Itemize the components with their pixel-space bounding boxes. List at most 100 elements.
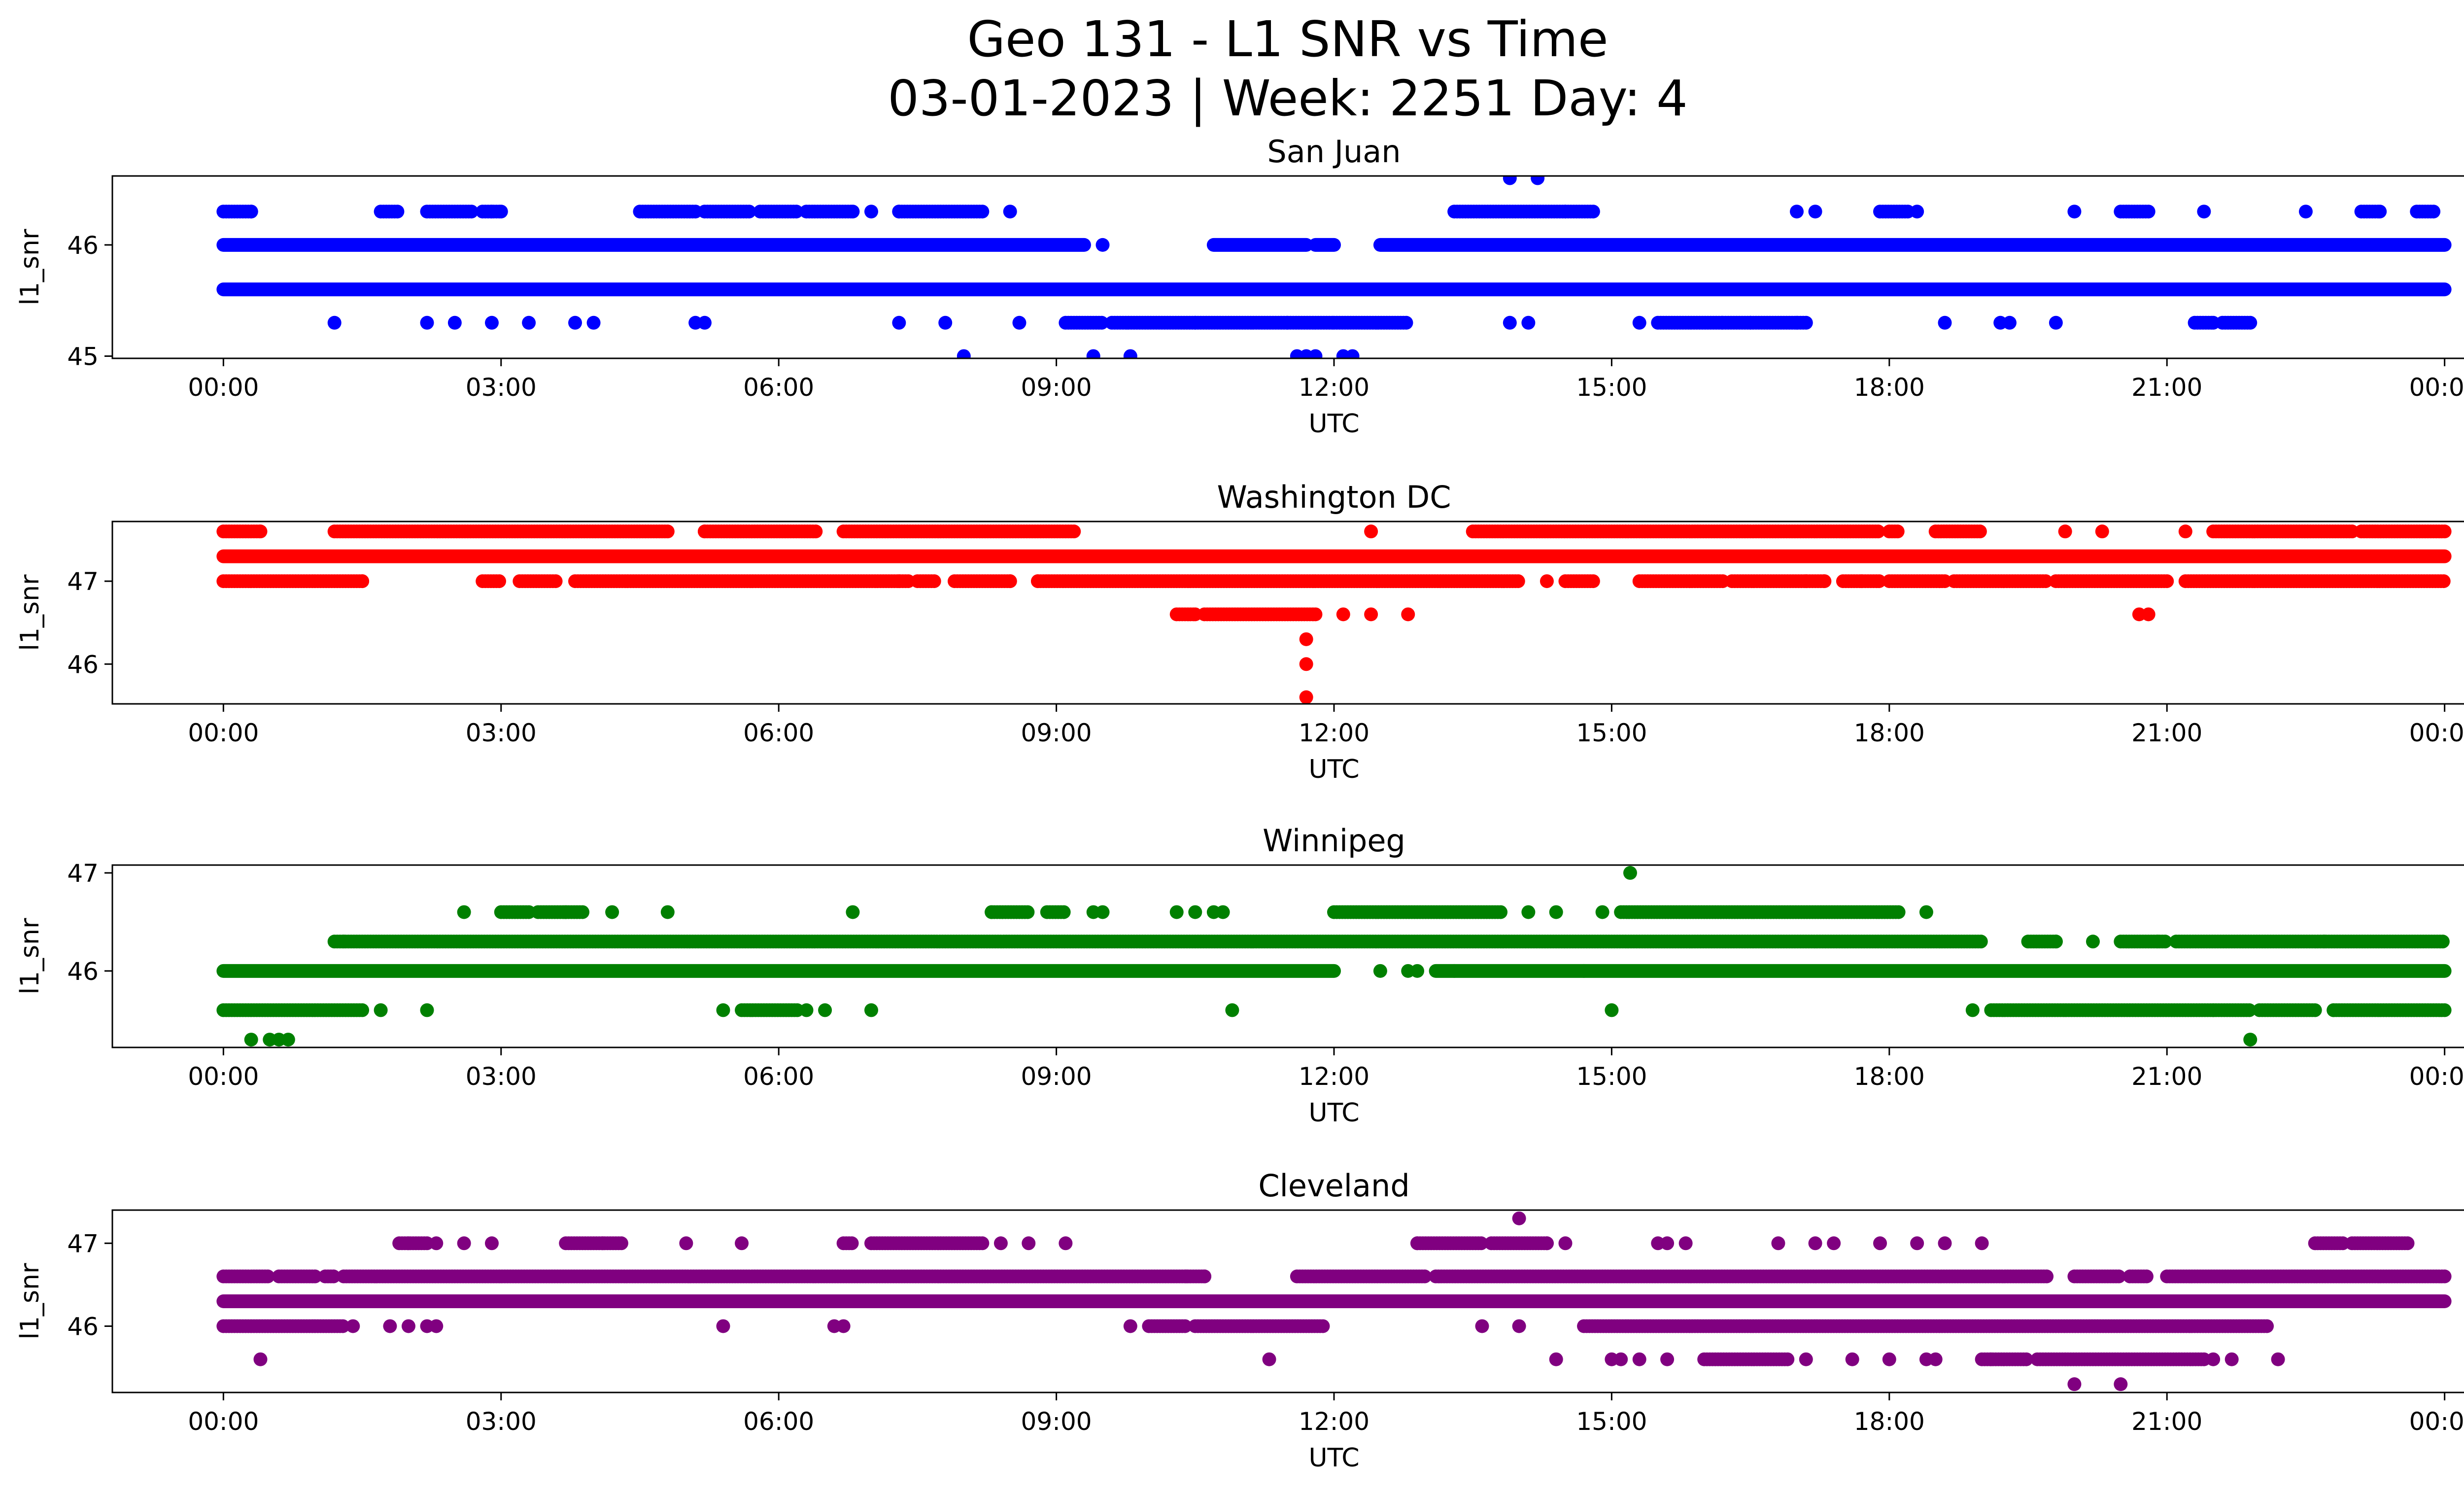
data-point	[679, 1236, 693, 1251]
data-point	[1299, 690, 1313, 704]
x-tick-label: 15:00	[1576, 1407, 1647, 1436]
data-point	[253, 1352, 268, 1366]
data-point	[1558, 205, 1573, 219]
series-points-san-juan	[216, 176, 2452, 358]
data-point	[2151, 935, 2165, 949]
data-point	[2019, 1352, 2033, 1366]
data-point	[1410, 1236, 1425, 1251]
data-point	[2435, 935, 2450, 949]
data-point	[1975, 1236, 1989, 1251]
data-point	[1817, 574, 1832, 589]
data-point	[836, 1319, 851, 1333]
data-point	[1586, 205, 1600, 219]
data-point	[1871, 524, 1885, 539]
x-tick-label: 15:00	[1576, 1062, 1647, 1091]
data-point	[2427, 205, 2441, 219]
data-point	[559, 905, 573, 919]
data-point	[1872, 574, 1886, 589]
y-axis-label: l1_snr	[15, 574, 45, 651]
data-point	[1494, 905, 1508, 919]
data-point	[985, 905, 999, 919]
x-tick-label: 15:00	[1576, 719, 1647, 747]
data-point	[1780, 1352, 1795, 1366]
data-point	[1198, 1269, 1212, 1284]
data-point	[1540, 1236, 1554, 1251]
panel-title: Washington DC	[1217, 479, 1451, 515]
data-point	[2039, 574, 2053, 589]
data-point	[1799, 1352, 1813, 1366]
data-point	[374, 1003, 388, 1017]
data-point	[2400, 1236, 2415, 1251]
y-axis-label: l1_snr	[15, 1263, 45, 1340]
data-point	[1086, 349, 1100, 358]
data-point	[927, 574, 941, 589]
data-point	[1595, 905, 1609, 919]
data-point	[484, 315, 499, 330]
data-point	[2436, 574, 2451, 589]
x-tick-label: 09:00	[1021, 719, 1092, 747]
data-point	[799, 1003, 814, 1017]
data-point	[420, 1003, 434, 1017]
data-point	[1890, 524, 1905, 539]
data-point	[1632, 1352, 1646, 1366]
data-point	[1558, 1236, 1573, 1251]
data-point	[1410, 964, 1425, 978]
data-point	[326, 1269, 341, 1284]
data-point	[975, 205, 990, 219]
data-point	[1605, 1003, 1619, 1017]
data-point	[1512, 1211, 1526, 1225]
data-point	[1216, 905, 1230, 919]
data-point	[660, 524, 675, 539]
data-point	[892, 205, 906, 219]
data-point	[1179, 1269, 1193, 1284]
data-point	[1178, 1319, 1192, 1333]
data-point	[2327, 1003, 2341, 1017]
data-point	[789, 205, 803, 219]
data-point	[336, 1319, 350, 1333]
data-point	[1418, 1269, 1432, 1284]
data-point	[2002, 315, 2017, 330]
data-point	[2095, 524, 2109, 539]
data-point	[401, 1319, 415, 1333]
data-point	[1973, 524, 1987, 539]
x-tick-label: 18:00	[1854, 1062, 1925, 1091]
data-point	[1827, 1236, 1841, 1251]
data-point	[1474, 1236, 1488, 1251]
data-point	[2437, 524, 2452, 539]
x-tick-label: 12:00	[1299, 373, 1369, 402]
x-tick-label: 03:00	[466, 1407, 537, 1436]
x-tick-label: 21:00	[2131, 1407, 2202, 1436]
data-point	[1022, 1236, 1036, 1251]
y-tick-label: 46	[67, 957, 99, 986]
data-point	[327, 315, 342, 330]
data-point	[2139, 1269, 2154, 1284]
data-point	[1511, 574, 1525, 589]
data-point	[1678, 1236, 1693, 1251]
data-point	[1095, 905, 1110, 919]
data-point	[1771, 1236, 1785, 1251]
data-point	[429, 1236, 444, 1251]
y-tick-label: 46	[67, 1312, 99, 1341]
data-point	[1549, 1352, 1563, 1366]
x-tick-label: 06:00	[743, 1407, 814, 1436]
data-point	[1790, 315, 1804, 330]
data-point	[697, 524, 712, 539]
x-tick-label: 12:00	[1299, 1062, 1369, 1091]
data-point	[614, 1236, 628, 1251]
data-point	[596, 1236, 610, 1251]
x-tick-label: 09:00	[1021, 1062, 1092, 1091]
data-point	[1169, 905, 1184, 919]
data-point	[845, 1236, 859, 1251]
data-point	[697, 315, 712, 330]
x-tick-label: 09:00	[1021, 373, 1092, 402]
data-point	[818, 1003, 832, 1017]
x-tick-label: 03:00	[466, 1062, 537, 1091]
data-point	[2243, 315, 2258, 330]
x-tick-label: 18:00	[1854, 1407, 1925, 1436]
data-point	[1012, 315, 1027, 330]
data-point	[1225, 1003, 1239, 1017]
data-point	[2049, 315, 2063, 330]
data-point	[1003, 205, 1017, 219]
x-tick-label: 03:00	[466, 373, 537, 402]
